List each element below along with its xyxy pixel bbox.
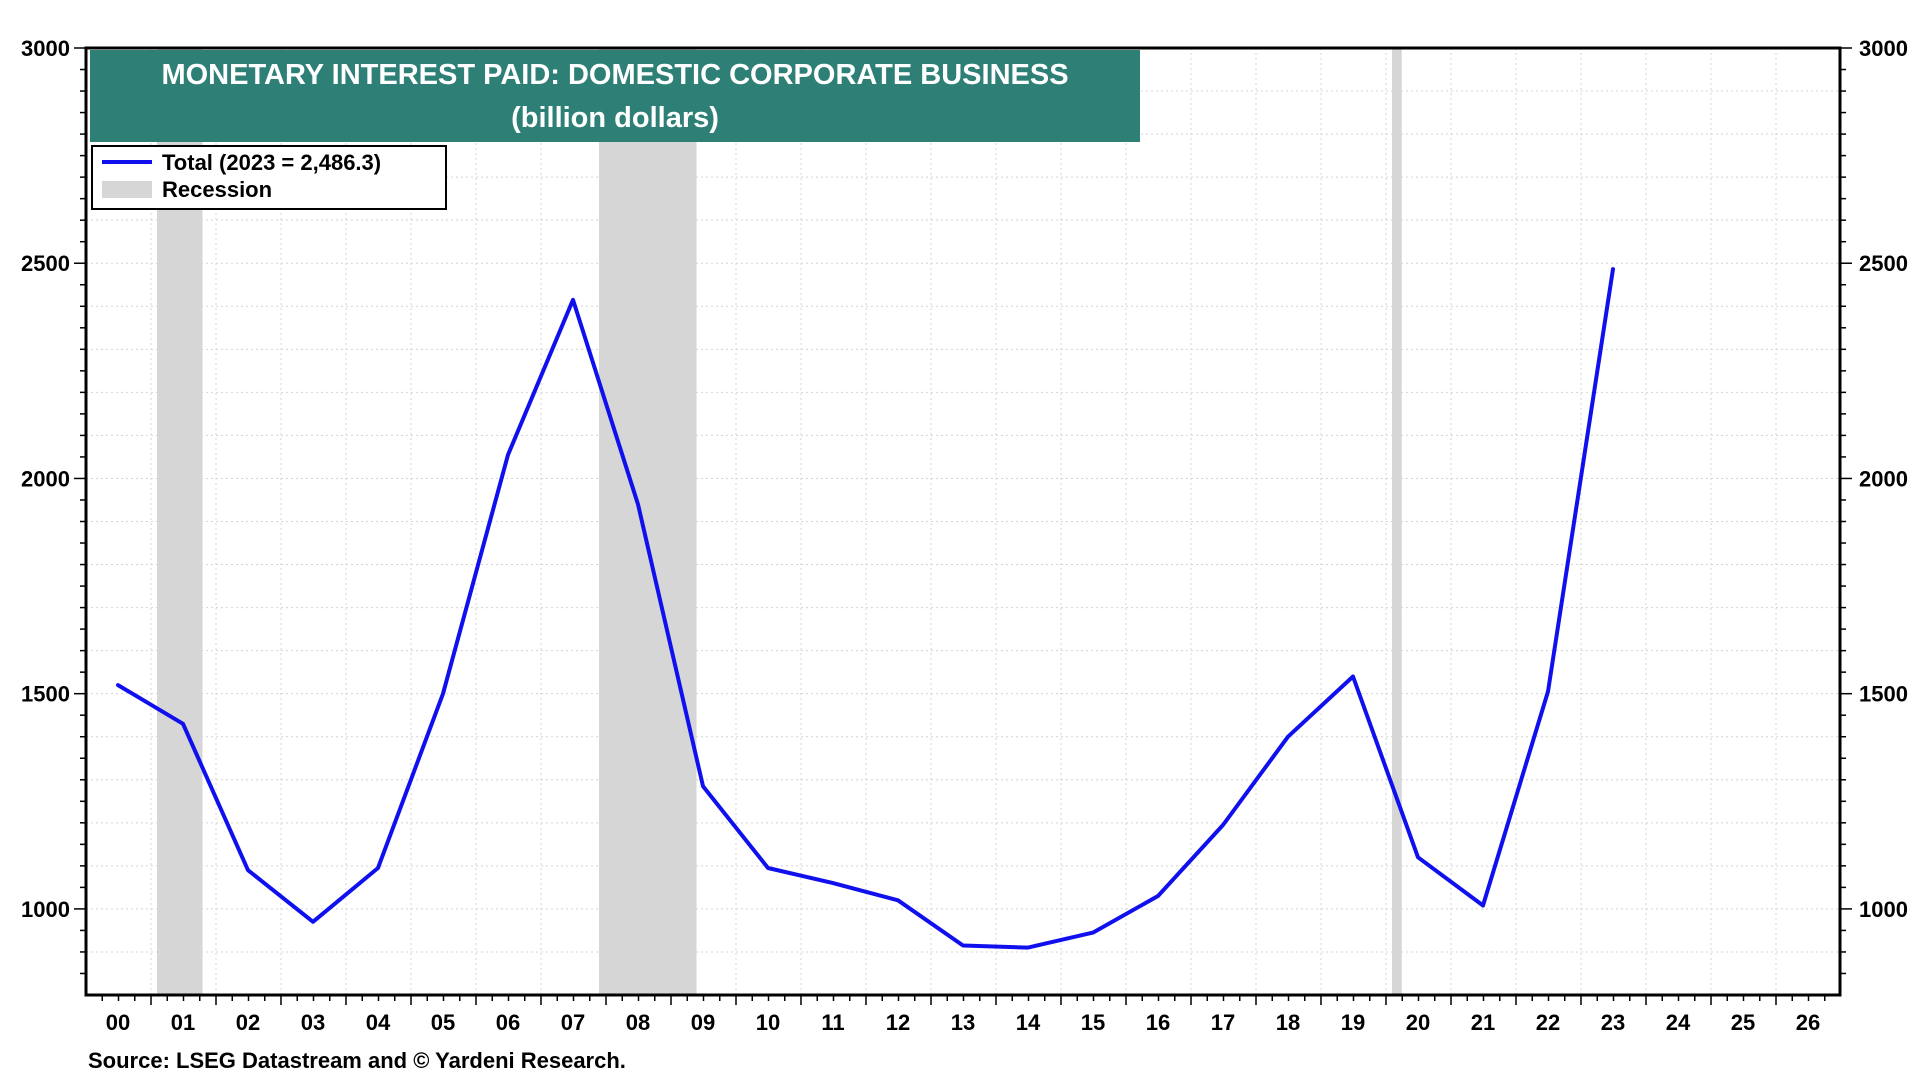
chart-title: MONETARY INTEREST PAID: DOMESTIC CORPORA… — [161, 59, 1068, 91]
grid — [86, 48, 1840, 995]
title-background — [90, 50, 1140, 142]
legend-label-recession: Recession — [162, 177, 272, 202]
x-tick-label-02: 02 — [236, 1010, 260, 1035]
y-axis: 1000 1000 1500 1500 2000 2000 2500 2500 3000 3000 — [21, 36, 1908, 975]
x-tick-label-05: 05 — [431, 1010, 455, 1035]
y-tick-label-left-3000: 3000 — [21, 36, 70, 61]
x-tick-label-26: 26 — [1796, 1010, 1820, 1035]
x-tick-label-04: 04 — [366, 1010, 391, 1035]
x-tick-label-22: 22 — [1536, 1010, 1560, 1035]
y-tick-label-right-1500: 1500 — [1859, 682, 1908, 707]
source-note: Source: LSEG Datastream and © Yardeni Re… — [88, 1048, 626, 1073]
x-tick-label-17: 17 — [1211, 1010, 1235, 1035]
x-tick-label-01: 01 — [171, 1010, 195, 1035]
x-tick-label-03: 03 — [301, 1010, 325, 1035]
x-tick-label-19: 19 — [1341, 1010, 1365, 1035]
x-tick-label-11: 11 — [821, 1010, 844, 1035]
x-tick-label-12: 12 — [886, 1010, 910, 1035]
x-tick-label-08: 08 — [626, 1010, 650, 1035]
y-tick-label-left-2000: 2000 — [21, 466, 70, 491]
x-axis: 00 01 02 03 04 05 06 07 08 09 10 11 12 13 14 15 16 17 18 19… — [101, 995, 1826, 1035]
x-tick-label-20: 20 — [1406, 1010, 1430, 1035]
y-tick-label-left-1500: 1500 — [21, 682, 70, 707]
x-tick-label-16: 16 — [1146, 1010, 1170, 1035]
x-tick-label-14: 14 — [1016, 1010, 1041, 1035]
x-tick-label-09: 09 — [691, 1010, 715, 1035]
legend-box — [91, 145, 447, 210]
legend: Total (2023 = 2,486.3) Recession — [91, 145, 447, 210]
x-tick-label-10: 10 — [756, 1010, 780, 1035]
series-line-total — [116, 267, 1615, 950]
x-tick-label-13: 13 — [951, 1010, 975, 1035]
y-tick-label-right-2000: 2000 — [1859, 466, 1908, 491]
x-tick-label-00: 00 — [106, 1010, 130, 1035]
legend-label-total: Total (2023 = 2,486.3) — [162, 150, 381, 175]
x-tick-label-15: 15 — [1081, 1010, 1105, 1035]
y-tick-label-right-2500: 2500 — [1859, 251, 1908, 276]
series-layer — [116, 267, 1615, 950]
x-tick-label-06: 06 — [496, 1010, 520, 1035]
y-tick-label-left-1000: 1000 — [21, 897, 70, 922]
y-tick-label-right-1000: 1000 — [1859, 897, 1908, 922]
x-tick-label-25: 25 — [1731, 1010, 1755, 1035]
y-tick-label-right-3000: 3000 — [1859, 36, 1908, 61]
x-tick-label-23: 23 — [1601, 1010, 1625, 1035]
x-tick-label-07: 07 — [561, 1010, 585, 1035]
title-box: MONETARY INTEREST PAID: DOMESTIC CORPORA… — [90, 50, 1140, 142]
legend-swatch-recession — [102, 181, 152, 198]
x-tick-label-21: 21 — [1471, 1010, 1495, 1035]
chart-subtitle: (billion dollars) — [511, 102, 719, 134]
x-tick-label-24: 24 — [1666, 1010, 1691, 1035]
y-tick-label-left-2500: 2500 — [21, 251, 70, 276]
x-tick-label-18: 18 — [1276, 1010, 1300, 1035]
